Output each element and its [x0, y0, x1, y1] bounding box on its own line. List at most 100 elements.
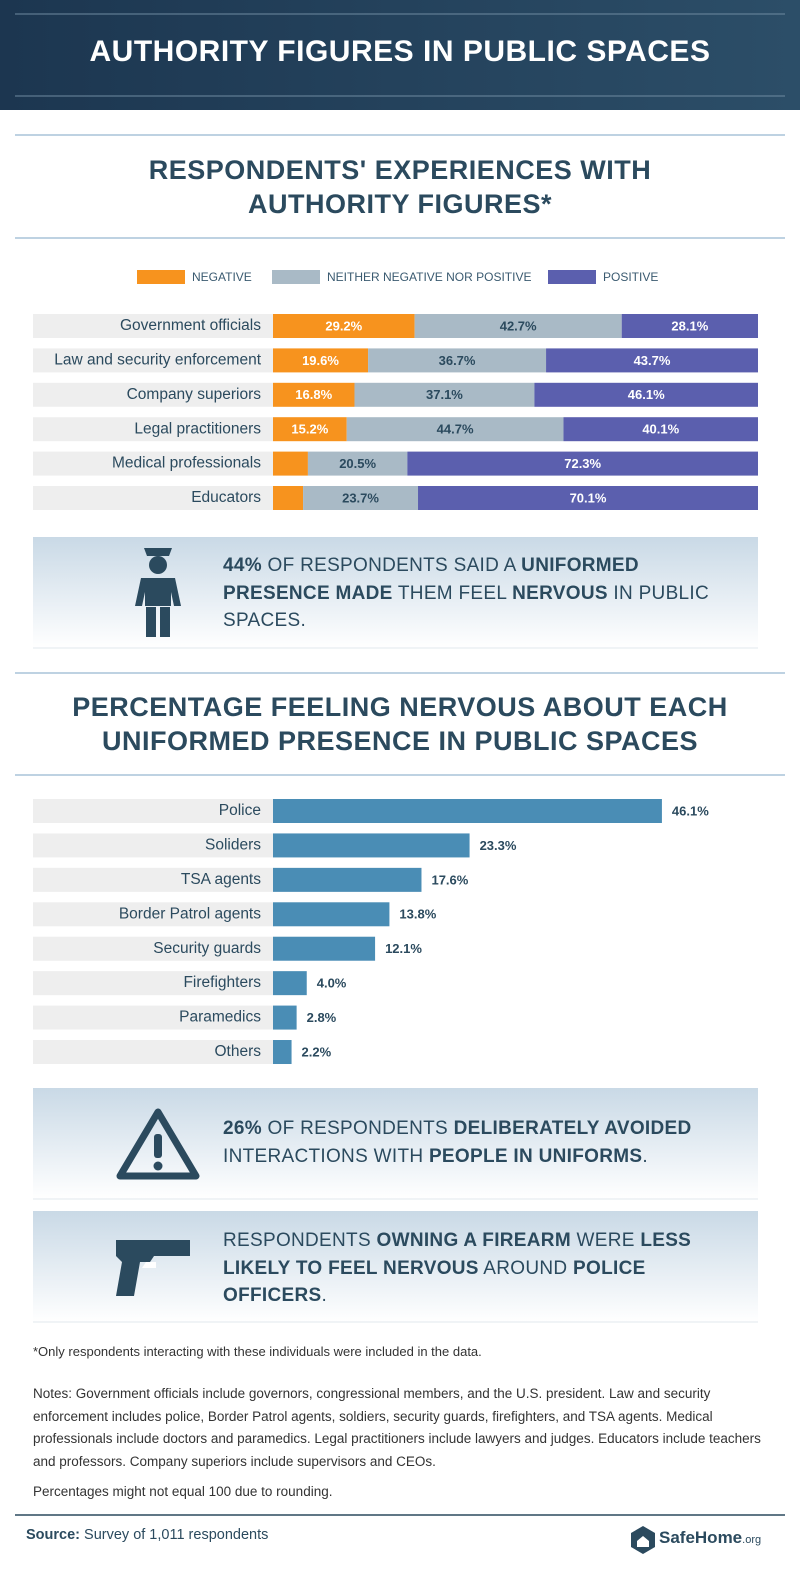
value-label: 70.1% [570, 490, 607, 505]
bar [273, 833, 470, 858]
value-label: 29.2% [325, 318, 362, 333]
bar-segment [563, 417, 758, 442]
value-label: 46.1% [672, 803, 709, 818]
bar [273, 867, 422, 892]
row-bg [33, 902, 273, 927]
value-label: 43.7% [634, 353, 671, 368]
row-bg [33, 417, 273, 442]
emphasis: PEOPLE IN UNIFORMS [428, 1145, 643, 1167]
row-bg [33, 936, 273, 961]
bar-segment [273, 417, 347, 442]
category-label: Government officials [120, 317, 261, 334]
category-label: Educators [191, 489, 261, 506]
text: AROUND [478, 1257, 574, 1279]
callout-box [33, 1088, 758, 1199]
text: . [642, 1145, 648, 1167]
row-bg [33, 867, 273, 892]
category-label: Soliders [205, 837, 261, 854]
bar-segment [307, 451, 408, 476]
bar [273, 799, 662, 823]
row-bg [33, 1005, 273, 1030]
notes: Notes: Government officials include gove… [33, 1386, 761, 1469]
bar-segment [354, 382, 535, 407]
bar [273, 1040, 292, 1065]
row-bg [33, 486, 273, 510]
value-label: 46.1% [628, 387, 665, 402]
callout-text: RESPONDENTS OWNING A FIREARM WERE LESS L… [223, 1227, 723, 1310]
bar-segment [414, 314, 622, 338]
category-label: Security guards [153, 940, 261, 957]
police-icon [135, 548, 181, 637]
bar [273, 902, 390, 927]
rules [15, 134, 785, 1516]
category-label: Police [219, 802, 261, 819]
bar [273, 1005, 297, 1030]
warning-icon [116, 1108, 200, 1180]
text: . [321, 1285, 328, 1306]
legend-label: NEGATIVE [192, 270, 252, 284]
bar-segment [273, 314, 415, 338]
category-label: Paramedics [179, 1009, 261, 1026]
logo-icon [631, 1526, 655, 1554]
bar-segment [368, 348, 547, 373]
value-label: 12.1% [385, 941, 422, 956]
bar-segment [273, 348, 369, 373]
value-label: 42.7% [500, 318, 537, 333]
callout-text: 44% OF RESPONDENTS SAID A UNIFORMED PRES… [223, 552, 723, 635]
emphasis: UNIFORMED PRESENCE MADE [223, 555, 645, 604]
bar-segment [273, 451, 308, 476]
header-band [0, 0, 800, 110]
legend-label: NEITHER NEGATIVE NOR POSITIVE [327, 270, 531, 284]
row-bg [33, 1040, 273, 1065]
emphasis: OWNING A FIREARM [376, 1230, 571, 1251]
value-label: 23.7% [342, 490, 379, 505]
category-label: Legal practitioners [134, 420, 261, 437]
page-title: AUTHORITY FIGURES IN PUBLIC SPACES [89, 35, 711, 68]
source-label: Source: [26, 1527, 80, 1543]
source-text: Survey of 1,011 respondents [84, 1527, 269, 1543]
value-label: 19.6% [302, 353, 339, 368]
section-title: PERCENTAGE FEELING NERVOUS ABOUT EACH UN… [0, 690, 800, 758]
section-title: RESPONDENTS' EXPERIENCES WITH AUTHORITY … [0, 153, 800, 221]
emphasis: POLICE OFFICERS [223, 1257, 652, 1307]
emphasis: DELIBERATELY AVOIDED [453, 1118, 692, 1139]
logo-suffix: .org [742, 1534, 762, 1546]
category-label: Law and security enforcement [54, 351, 261, 368]
value-label: 23.3% [480, 838, 517, 853]
category-label: TSA agents [181, 871, 261, 888]
emphasis: LESS LIKELY TO FEEL NERVOUS [223, 1230, 697, 1279]
value-label: 16.8% [295, 387, 332, 402]
bar-segment [303, 486, 419, 510]
gun-icon [116, 1240, 190, 1296]
value-label: 15.2% [291, 422, 328, 437]
text: WERE [570, 1230, 641, 1251]
bar-segment [418, 486, 758, 510]
logo: SafeHome.org [659, 1528, 761, 1548]
bar-segment [273, 486, 304, 510]
value-label: 17.6% [431, 872, 468, 887]
title-text: RESPONDENTS' EXPERIENCES WITH AUTHORITY … [148, 155, 652, 219]
bar-segment [407, 451, 758, 476]
row-bg [33, 971, 273, 996]
emphasis: 26% [223, 1118, 262, 1139]
title-text: PERCENTAGE FEELING NERVOUS ABOUT EACH UN… [72, 692, 728, 756]
category-label: Border Patrol agents [119, 905, 261, 922]
legend-label: POSITIVE [603, 270, 658, 284]
text: THEM FEEL [392, 582, 513, 604]
value-label: 4.0% [317, 976, 347, 991]
value-label: 36.7% [439, 353, 476, 368]
logo-name: SafeHome [659, 1528, 743, 1547]
text: OF RESPONDENTS SAID A [261, 555, 522, 576]
legend-swatch [137, 270, 185, 284]
callout-text: 26% OF RESPONDENTS DELIBERATELY AVOIDED … [223, 1115, 723, 1170]
bar-segment [534, 382, 758, 407]
source: Source: Survey of 1,011 respondents [26, 1527, 268, 1543]
value-label: 2.8% [307, 1010, 337, 1025]
bar-segment [621, 314, 758, 338]
text: RESPONDENTS [223, 1230, 377, 1251]
value-label: 44.7% [437, 422, 474, 437]
text: OF RESPONDENTS [261, 1118, 454, 1139]
row-bg [33, 382, 273, 407]
